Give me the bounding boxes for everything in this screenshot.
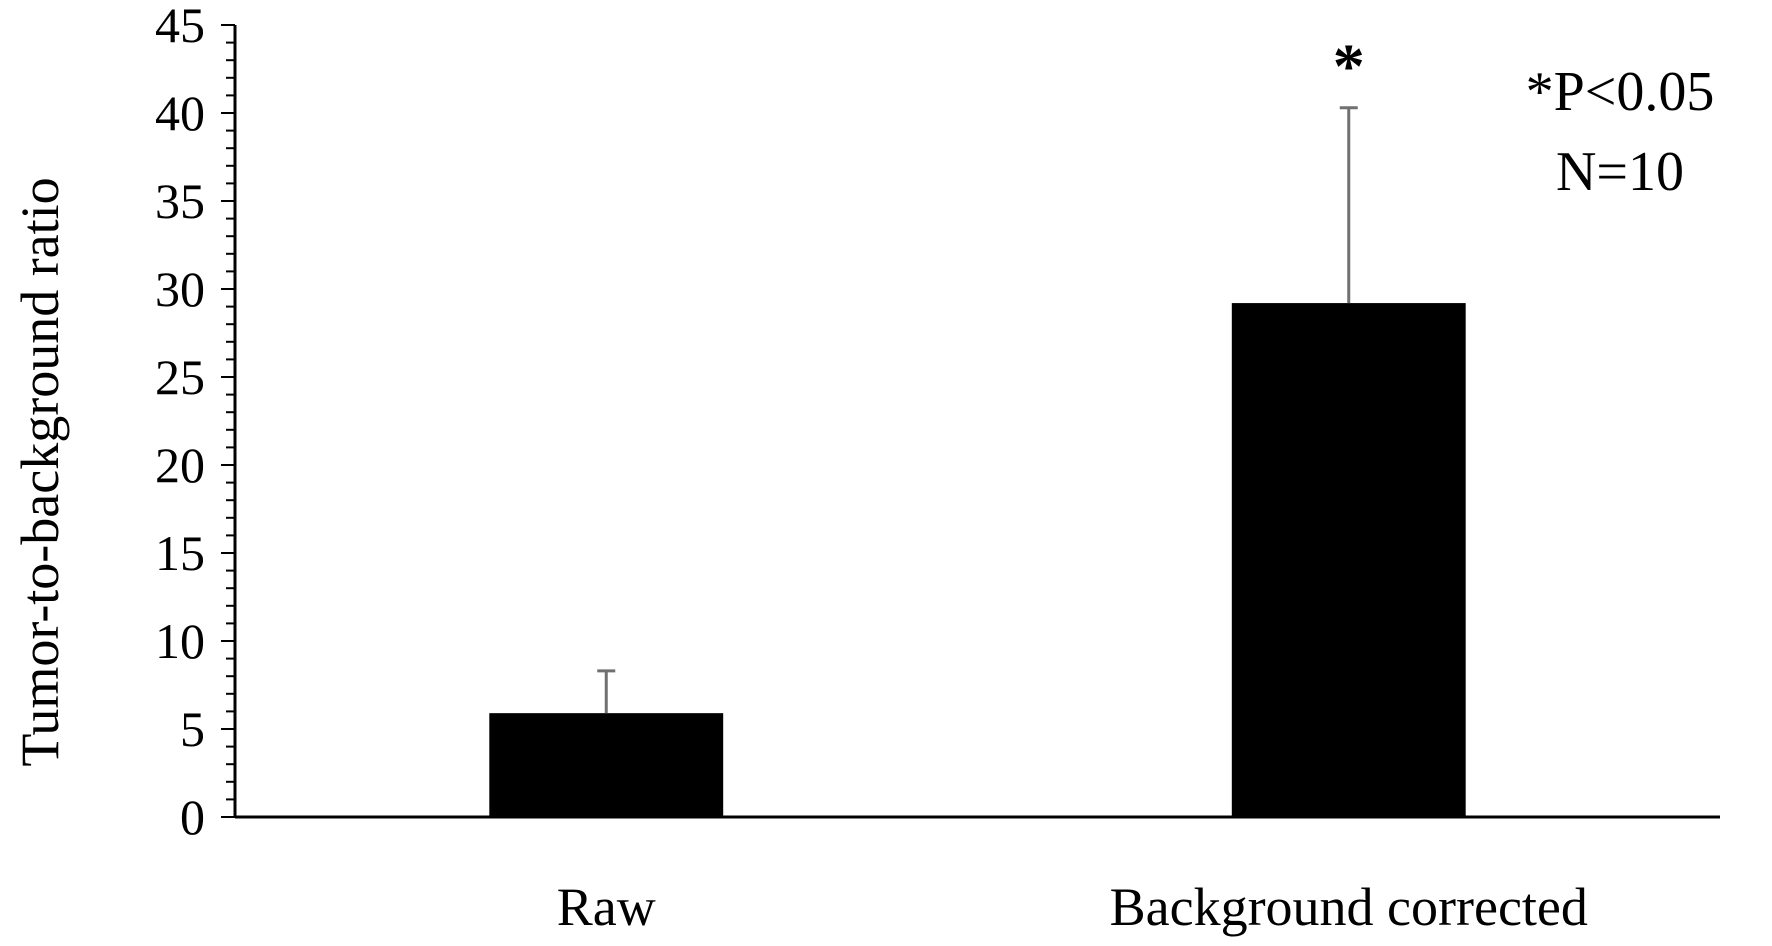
annotation-n: N=10 (1556, 141, 1684, 203)
bars (489, 303, 1466, 818)
y-tick-label: 40 (155, 85, 205, 141)
y-tick-label: 15 (155, 525, 205, 581)
bar-background-corrected (1231, 303, 1466, 818)
y-tick-label: 45 (155, 0, 205, 53)
significance-asterisk: * (1333, 31, 1365, 102)
y-tick-label: 35 (155, 173, 205, 229)
y-axis-ticks: 0 5 10 15 20 25 30 35 40 45 (155, 0, 235, 845)
annotation-p-value: *P<0.05 (1526, 61, 1715, 123)
y-tick-label: 0 (180, 789, 205, 845)
significance-markers: * (1333, 31, 1365, 102)
y-tick-label: 25 (155, 349, 205, 405)
y-tick-label: 30 (155, 261, 205, 317)
y-tick-label: 10 (155, 613, 205, 669)
error-bars (597, 106, 1358, 714)
x-category-label: Raw (557, 877, 656, 937)
bar-raw (489, 713, 724, 817)
y-tick-label: 20 (155, 437, 205, 493)
category-labels: Raw Background corrected (557, 877, 1588, 937)
y-tick-label: 5 (180, 701, 205, 757)
x-category-label: Background corrected (1110, 877, 1588, 937)
y-axis-title: Tumor-to-background ratio (10, 177, 70, 766)
